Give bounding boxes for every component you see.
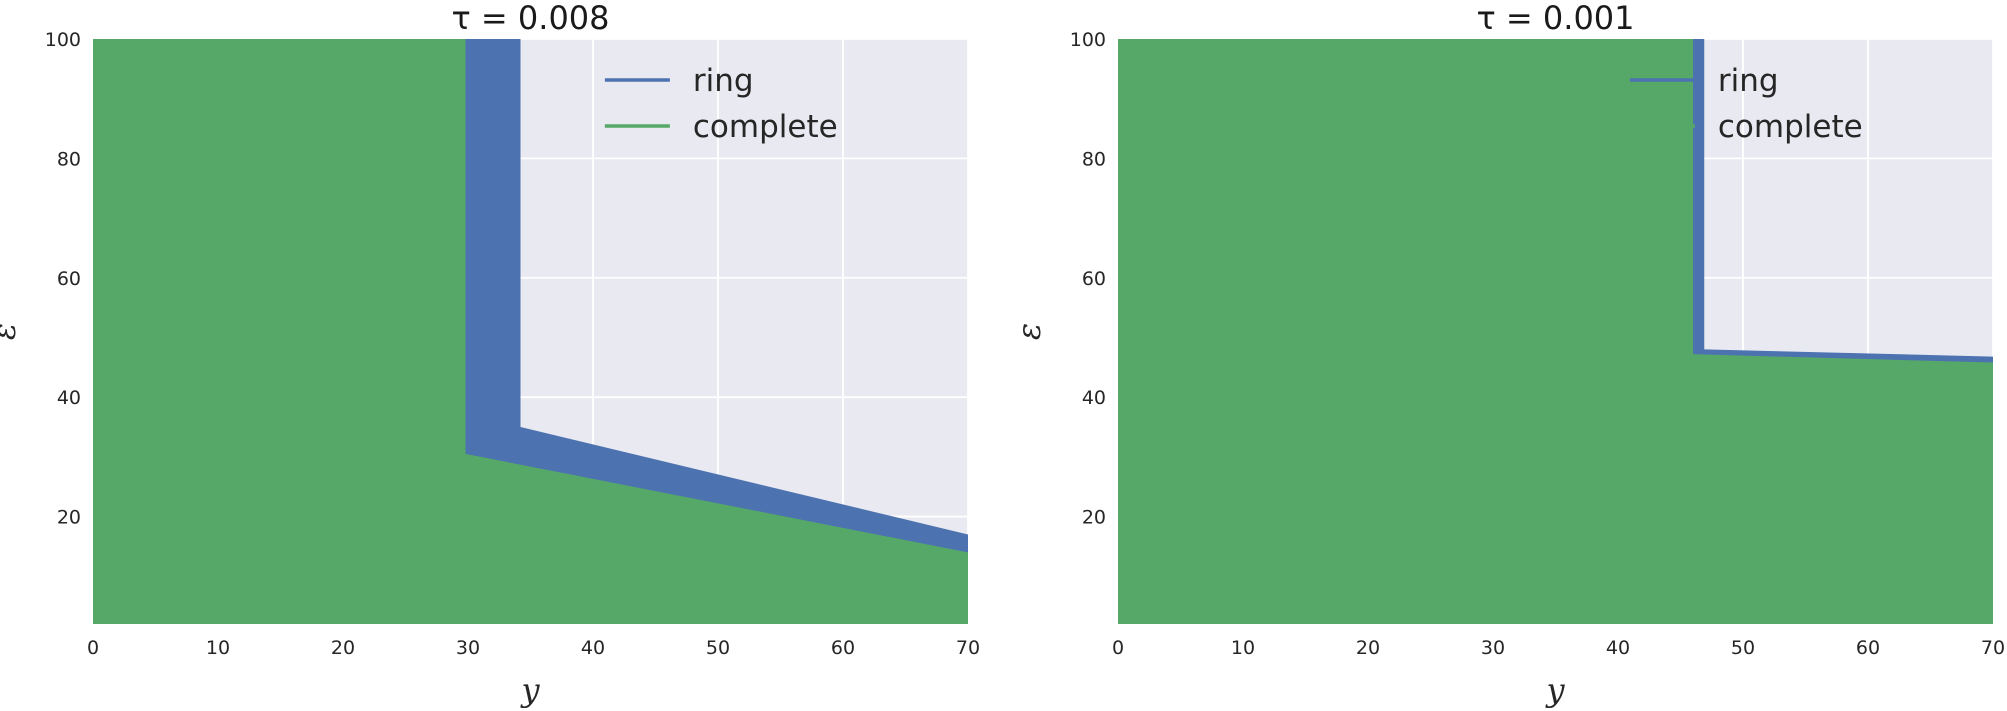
y-tick-label: 40 — [1082, 387, 1106, 409]
legend-complete-label: complete — [1718, 109, 1863, 145]
x-tick-label: 0 — [1112, 637, 1124, 659]
right-panel: 0 10 20 30 40 50 60 70 20 40 60 80 100 y ε τ = 0.001 rin… — [1010, 0, 2005, 709]
y-tick-label: 20 — [57, 507, 81, 529]
legend-ring-label: ring — [1718, 63, 1779, 99]
x-tick-label: 0 — [87, 637, 99, 659]
x-tick-label: 70 — [1981, 637, 2005, 659]
x-tick-label: 30 — [456, 637, 480, 659]
x-tick-label: 40 — [581, 637, 605, 659]
x-tick-label: 50 — [706, 637, 730, 659]
y-tick-label: 80 — [57, 148, 81, 170]
x-tick-label: 10 — [206, 637, 230, 659]
x-axis-label: y — [1544, 671, 1565, 709]
y-tick-label: 60 — [1082, 268, 1106, 290]
x-tick-label: 20 — [331, 637, 355, 659]
x-tick-label: 40 — [1606, 637, 1630, 659]
y-tick-label: 20 — [1082, 507, 1106, 529]
legend-ring-label: ring — [693, 63, 754, 99]
legend-complete-label: complete — [693, 109, 838, 145]
y-tick-label: 40 — [57, 387, 81, 409]
y-axis-label: ε — [0, 323, 23, 340]
y-axis-label: ε — [1010, 323, 1048, 340]
y-tick-label: 80 — [1082, 148, 1106, 170]
complete-region — [93, 39, 968, 624]
y-tick-label: 100 — [1070, 29, 1106, 51]
complete-region — [1118, 39, 1993, 624]
x-tick-label: 20 — [1356, 637, 1380, 659]
x-tick-label: 70 — [956, 637, 980, 659]
y-tick-label: 60 — [57, 268, 81, 290]
x-tick-label: 50 — [1731, 637, 1755, 659]
x-tick-label: 10 — [1231, 637, 1255, 659]
x-tick-label: 60 — [1856, 637, 1880, 659]
y-tick-label: 100 — [45, 29, 81, 51]
chart-title: τ = 0.001 — [1476, 0, 1634, 37]
x-tick-label: 30 — [1481, 637, 1505, 659]
x-axis-label: y — [519, 671, 540, 709]
left-panel: 0 10 20 30 40 50 60 70 20 40 60 80 100 y ε τ = 0.008 rin… — [0, 0, 980, 709]
x-tick-label: 60 — [831, 637, 855, 659]
chart-title: τ = 0.008 — [451, 0, 609, 37]
